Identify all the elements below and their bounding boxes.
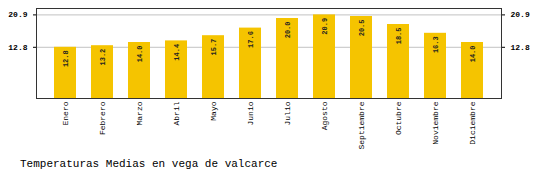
svg-text:17.6: 17.6 — [247, 31, 255, 48]
svg-text:Marzo: Marzo — [135, 101, 144, 125]
svg-text:20.9: 20.9 — [511, 10, 530, 19]
html-text:Temperaturas Medias en vega de: Temperaturas Medias en vega de valcarce — [20, 158, 278, 170]
svg-text:Julio: Julio — [283, 101, 292, 125]
svg-text:14.4: 14.4 — [173, 44, 181, 61]
svg-text:Enero: Enero — [61, 101, 70, 125]
svg-text:20.9: 20.9 — [8, 10, 27, 19]
svg-text:13.2: 13.2 — [99, 49, 107, 66]
svg-text:15.7: 15.7 — [210, 39, 218, 56]
svg-text:Agosto: Agosto — [320, 101, 329, 130]
svg-text:Abril: Abril — [172, 101, 181, 125]
svg-text:12.8: 12.8 — [511, 43, 530, 52]
svg-text:Febrero: Febrero — [98, 101, 107, 135]
svg-text:12.8: 12.8 — [8, 43, 27, 52]
svg-text:14.0: 14.0 — [469, 46, 477, 63]
svg-text:Octubre: Octubre — [394, 101, 403, 135]
svg-text:20.0: 20.0 — [284, 22, 292, 39]
svg-text:12.8: 12.8 — [62, 50, 70, 67]
svg-text:20.5: 20.5 — [358, 20, 366, 37]
svg-text:16.3: 16.3 — [432, 36, 440, 53]
svg-text:Diciembre: Diciembre — [468, 101, 477, 144]
svg-text:Noviembre: Noviembre — [431, 101, 440, 144]
svg-text:14.0: 14.0 — [136, 46, 144, 63]
svg-text:Mayo: Mayo — [209, 101, 218, 120]
svg-text:Septiembre: Septiembre — [357, 101, 366, 149]
svg-text:18.5: 18.5 — [395, 28, 403, 45]
svg-text:Junio: Junio — [246, 101, 255, 125]
svg-text:20.9: 20.9 — [321, 18, 329, 35]
